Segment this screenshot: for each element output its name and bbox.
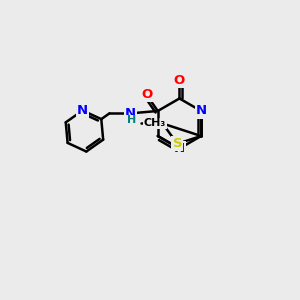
Text: H: H: [127, 115, 136, 125]
Text: CH₃: CH₃: [144, 118, 166, 128]
Text: N: N: [125, 107, 136, 120]
Text: N: N: [196, 104, 207, 118]
Text: O: O: [174, 74, 185, 87]
Text: O: O: [141, 88, 152, 101]
Text: S: S: [172, 137, 182, 150]
Text: N: N: [77, 104, 88, 117]
Text: N: N: [174, 142, 185, 155]
